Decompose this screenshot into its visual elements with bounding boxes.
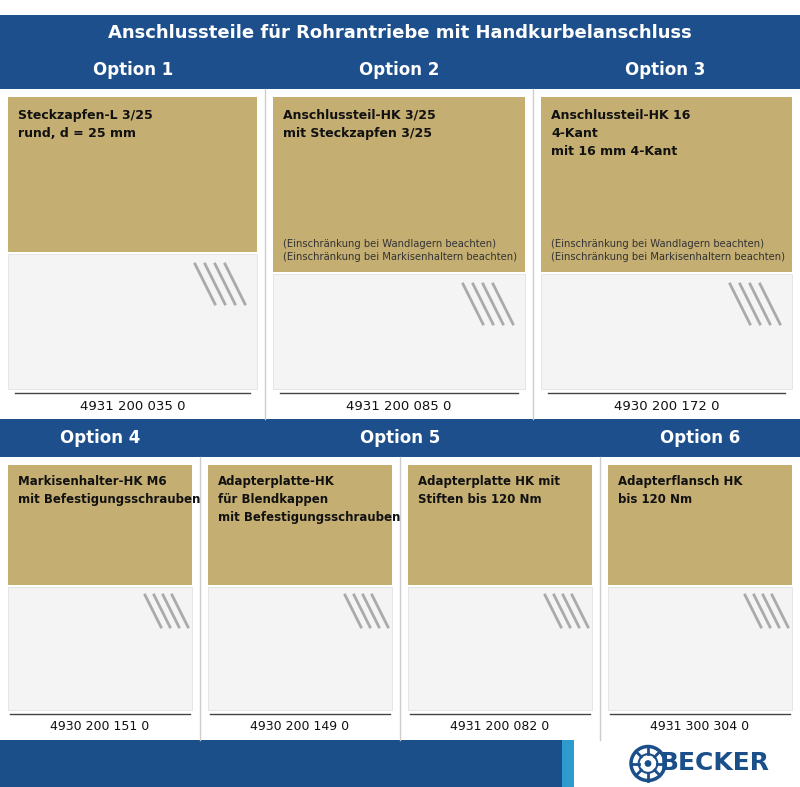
Text: (Einschränkung bei Wandlagern beachten)
(Einschränkung bei Markisenhaltern beach: (Einschränkung bei Wandlagern beachten) … xyxy=(551,238,785,262)
Text: (Einschränkung bei Wandlagern beachten)
(Einschränkung bei Markisenhaltern beach: (Einschränkung bei Wandlagern beachten) … xyxy=(283,238,517,262)
Text: Option 4: Option 4 xyxy=(60,429,140,447)
Bar xyxy=(8,587,192,710)
Text: Option 6: Option 6 xyxy=(660,429,740,447)
Bar xyxy=(400,457,600,740)
Bar xyxy=(541,97,792,272)
Bar xyxy=(0,89,800,419)
Text: Option 5: Option 5 xyxy=(360,429,440,447)
Bar xyxy=(0,89,265,419)
Bar xyxy=(0,457,800,740)
Bar xyxy=(0,419,800,457)
Bar xyxy=(608,465,792,585)
Bar xyxy=(408,587,592,710)
Text: 4930 200 172 0: 4930 200 172 0 xyxy=(614,400,719,412)
Text: 4931 200 082 0: 4931 200 082 0 xyxy=(450,721,550,733)
Bar xyxy=(0,740,800,787)
Text: Markisenhalter-HK M6
mit Befestigungsschrauben: Markisenhalter-HK M6 mit Befestigungssch… xyxy=(18,475,200,506)
Bar xyxy=(265,89,533,419)
Circle shape xyxy=(645,760,651,767)
Text: 4930 200 149 0: 4930 200 149 0 xyxy=(250,721,350,733)
Bar xyxy=(200,457,400,740)
Text: Option 3: Option 3 xyxy=(625,61,705,79)
Bar xyxy=(273,274,525,389)
Bar xyxy=(208,587,392,710)
Bar xyxy=(8,465,192,585)
Bar xyxy=(408,465,592,585)
Text: 4930 200 151 0: 4930 200 151 0 xyxy=(50,721,150,733)
Text: 4931 200 035 0: 4931 200 035 0 xyxy=(80,400,186,412)
Bar xyxy=(533,89,800,419)
Text: 4931 300 304 0: 4931 300 304 0 xyxy=(650,721,750,733)
Text: Adapterflansch HK
bis 120 Nm: Adapterflansch HK bis 120 Nm xyxy=(618,475,742,506)
Text: Anschlussteile für Rohrantriebe mit Handkurbelanschluss: Anschlussteile für Rohrantriebe mit Hand… xyxy=(108,24,692,42)
Text: 4931 200 085 0: 4931 200 085 0 xyxy=(346,400,452,412)
Text: Adapterplatte HK mit
Stiften bis 120 Nm: Adapterplatte HK mit Stiften bis 120 Nm xyxy=(418,475,560,506)
Text: Option 1: Option 1 xyxy=(93,61,173,79)
Bar xyxy=(0,51,800,89)
Bar xyxy=(574,740,800,787)
Text: Adapterplatte-HK
für Blendkappen
mit Befestigungsschrauben: Adapterplatte-HK für Blendkappen mit Bef… xyxy=(218,475,400,524)
Bar xyxy=(608,587,792,710)
Text: Steckzapfen-L 3/25
rund, d = 25 mm: Steckzapfen-L 3/25 rund, d = 25 mm xyxy=(18,109,153,140)
Text: Option 2: Option 2 xyxy=(359,61,439,79)
Bar xyxy=(0,457,200,740)
Bar xyxy=(0,15,800,51)
Bar xyxy=(600,457,800,740)
Text: Anschlussteil-HK 16
4-Kant
mit 16 mm 4-Kant: Anschlussteil-HK 16 4-Kant mit 16 mm 4-K… xyxy=(551,109,690,158)
Text: BECKER: BECKER xyxy=(660,752,770,775)
Bar xyxy=(8,97,257,252)
Bar xyxy=(8,254,257,389)
Bar xyxy=(562,740,574,787)
Bar xyxy=(273,97,525,272)
Bar xyxy=(541,274,792,389)
Bar xyxy=(208,465,392,585)
Text: Anschlussteil-HK 3/25
mit Steckzapfen 3/25: Anschlussteil-HK 3/25 mit Steckzapfen 3/… xyxy=(283,109,436,140)
